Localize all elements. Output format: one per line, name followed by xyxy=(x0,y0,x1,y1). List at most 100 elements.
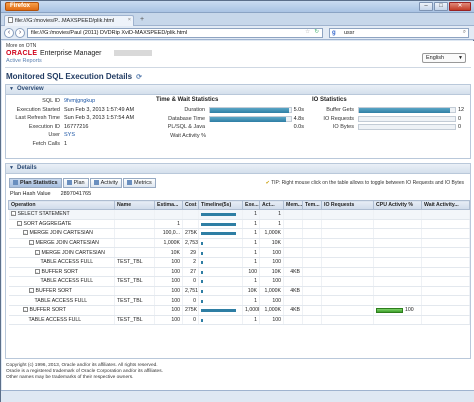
operation-cell: - MERGE JOIN CARTESIAN xyxy=(8,228,115,239)
actual-rows-cell: 1 xyxy=(259,209,284,220)
expand-toggle-icon[interactable]: - xyxy=(22,307,28,313)
details-section: ▼ Details Plan Statistics Plan Activity Metr… xyxy=(5,163,471,359)
address-bar[interactable]: file:///G:/movies/Paul (2011) DVDRip Xvi… xyxy=(27,28,323,38)
stat-bar xyxy=(210,108,289,113)
window-controls: – □ ✕ xyxy=(419,2,471,11)
close-tab-icon[interactable]: × xyxy=(127,17,131,23)
table-row[interactable]: - MERGE JOIN CARTESIAN 1,000K 2,753 1 10K xyxy=(8,238,470,249)
expand-toggle-icon[interactable]: - xyxy=(10,211,16,217)
table-row[interactable]: - BUFFER SORT 100 27 100 10K 4KB xyxy=(8,267,470,278)
wait-activity-cell xyxy=(421,267,470,278)
maximize-button[interactable]: □ xyxy=(434,2,448,11)
column-header[interactable]: Cost xyxy=(182,200,199,210)
temp-cell xyxy=(302,247,322,258)
column-header[interactable]: Operation xyxy=(8,200,115,210)
temp-cell xyxy=(302,257,322,268)
copyright-footer: Copyright (c) 1996, 2013, Oracle and/or … xyxy=(6,363,163,381)
column-header[interactable]: CPU Activity % xyxy=(373,200,422,210)
otn-link[interactable]: More on OTN xyxy=(6,43,37,49)
language-select[interactable]: English ▼ xyxy=(422,53,466,63)
stat-label: Wait Activity % xyxy=(170,132,206,139)
plan-hash-value: 2897041765 xyxy=(60,191,92,197)
table-row[interactable]: - MERGE JOIN CARTESIAN 10K 29 1 100 xyxy=(8,247,470,258)
operation-name: SORT AGGREGATE xyxy=(23,220,72,227)
column-header[interactable]: Timeline(5s) xyxy=(198,200,243,210)
column-header[interactable]: Wait Activity... xyxy=(421,200,470,210)
field-value[interactable]: SYS xyxy=(64,132,76,138)
timeline-bar xyxy=(201,261,203,265)
tab-activity[interactable]: Activity xyxy=(89,178,123,188)
stat-row: Duration 5.0s xyxy=(156,106,304,115)
save-report-icon[interactable]: ⟳ xyxy=(136,74,142,81)
collapse-icon[interactable]: ▼ xyxy=(9,165,14,171)
table-row[interactable]: - SELECT STATEMENT 1 1 xyxy=(8,209,470,220)
table-row[interactable]: TABLE ACCESS FULL TEST_TBL 100 0 1 100 xyxy=(8,276,470,287)
column-header[interactable]: IO Requests xyxy=(321,200,374,210)
cpu-activity-wrap: 100 xyxy=(376,307,419,313)
actual-rows-cell: 10K xyxy=(259,238,284,249)
table-row[interactable]: TABLE ACCESS FULL TEST_TBL 100 0 1 100 xyxy=(8,315,470,326)
operation-cell: - SELECT STATEMENT xyxy=(8,209,115,220)
cpu-activity-cell xyxy=(373,209,422,220)
forward-arrow-icon[interactable]: › xyxy=(15,28,25,38)
bookmark-star-icon[interactable]: ☆ xyxy=(305,29,310,35)
reload-icon[interactable]: ↻ xyxy=(314,29,319,35)
executions-cell: 1,000K xyxy=(242,305,260,316)
table-row[interactable]: - BUFFER SORT 100 2,751 10K 1,000K 4KB xyxy=(8,286,470,297)
cpu-activity-bar xyxy=(376,307,403,313)
column-header[interactable]: Estima... xyxy=(154,200,183,210)
cpu-activity-cell: 100 xyxy=(373,305,422,316)
page-title: Monitored SQL Execution Details ⟳ xyxy=(6,72,144,81)
expand-toggle-icon[interactable]: - xyxy=(22,230,28,236)
actual-rows-cell: 1 xyxy=(259,219,284,230)
close-window-button[interactable]: ✕ xyxy=(449,2,471,11)
column-header[interactable]: Name xyxy=(114,200,155,210)
field-label: SQL ID xyxy=(42,98,60,104)
search-engine-icon[interactable]: g xyxy=(332,30,336,36)
search-input[interactable]: ussr xyxy=(344,30,355,36)
tab-metrics[interactable]: Metrics xyxy=(123,178,156,188)
overview-field: Execution ID 16777216 xyxy=(8,123,148,132)
column-header[interactable]: Mem... xyxy=(283,200,303,210)
operation-name: MERGE JOIN CARTESIAN xyxy=(29,230,93,237)
expand-toggle-icon[interactable]: - xyxy=(34,249,40,255)
new-tab-button[interactable]: + xyxy=(139,16,145,23)
collapse-icon[interactable]: ▼ xyxy=(9,86,14,92)
table-row[interactable]: TABLE ACCESS FULL TEST_TBL 100 0 1 100 xyxy=(8,295,470,306)
search-icon[interactable]: ⌕ xyxy=(462,29,466,35)
overview-header[interactable]: ▼ Overview xyxy=(6,85,470,95)
estimated-rows-cell xyxy=(154,209,183,220)
column-header[interactable]: Tem... xyxy=(302,200,322,210)
expand-toggle-icon[interactable]: - xyxy=(28,240,34,246)
column-header[interactable]: Exe... xyxy=(242,200,260,210)
io-requests-cell xyxy=(321,257,374,268)
field-value[interactable]: 9fvmjgngkup xyxy=(64,98,96,104)
io-requests-cell xyxy=(321,305,374,316)
tab-plan[interactable]: Plan xyxy=(62,178,89,188)
io-requests-cell xyxy=(321,238,374,249)
expand-toggle-icon[interactable]: - xyxy=(16,220,22,226)
expand-toggle-icon[interactable]: - xyxy=(28,288,34,294)
browser-tab[interactable]: file:///G:/movies/P...MAXSPEED/plik.html… xyxy=(4,15,134,26)
search-box[interactable]: g ussr ⌕ xyxy=(329,28,469,38)
tab-plan-statistics[interactable]: Plan Statistics xyxy=(9,178,62,188)
table-row[interactable]: TABLE ACCESS FULL TEST_TBL 100 2 1 100 xyxy=(8,257,470,268)
timeline-bar xyxy=(201,232,237,236)
wait-activity-cell xyxy=(421,286,470,297)
minimize-button[interactable]: – xyxy=(419,2,433,11)
column-header[interactable]: Act... xyxy=(259,200,284,210)
object-name-cell xyxy=(114,219,155,230)
table-row[interactable]: - SORT AGGREGATE 1 1 1 xyxy=(8,219,470,230)
details-header[interactable]: ▼ Details xyxy=(6,164,470,174)
stat-bar-track xyxy=(210,132,294,141)
page-title-text: Monitored SQL Execution Details xyxy=(6,72,133,81)
back-arrow-icon[interactable]: ‹ xyxy=(4,28,14,38)
plan-hash: Plan Hash Value 2897041765 xyxy=(10,191,91,197)
stat-bar-track xyxy=(358,106,456,115)
firefox-menu-button[interactable]: Firefox xyxy=(5,2,39,11)
stat-bar-track xyxy=(209,106,292,115)
expand-toggle-icon[interactable]: - xyxy=(34,268,40,274)
table-row[interactable]: - MERGE JOIN CARTESIAN 100,0... 275K 1 1,000K xyxy=(8,228,470,239)
tab-icon xyxy=(66,180,72,185)
